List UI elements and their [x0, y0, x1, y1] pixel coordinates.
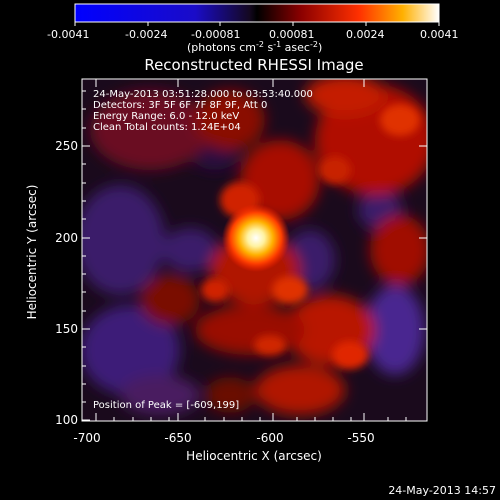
y-tick-label: 150: [55, 322, 78, 336]
colorbar-tick-label: -0.00081: [191, 28, 240, 41]
x-axis-label: Heliocentric X (arcsec): [186, 449, 322, 463]
y-tick-label: 200: [55, 231, 78, 245]
x-tick-label: -700: [73, 431, 100, 445]
x-tick-label: -600: [256, 431, 283, 445]
colorbar: -0.0041 -0.0024 -0.00081 0.00081 0.0024 …: [47, 3, 459, 54]
colorbar-tick-label: 0.00081: [269, 28, 315, 41]
x-axis: [95, 79, 407, 421]
y-axis: [82, 90, 427, 421]
colorbar-tick-label: -0.0024: [125, 28, 167, 41]
colorbar-tick-label: 0.0024: [346, 28, 385, 41]
colorbar-tick-label: -0.0041: [47, 28, 89, 41]
x-tick-label: -650: [164, 431, 191, 445]
colorbar-tick-label: 0.0041: [420, 28, 459, 41]
peak-source: [222, 204, 290, 272]
y-tick-label: 100: [55, 413, 78, 427]
annotation-time: 24-May-2013 03:51:28.000 to 03:53:40.000: [93, 89, 313, 100]
peak-position-label: Position of Peak = [-609,199]: [93, 400, 239, 411]
plot-frame: [81, 78, 428, 422]
annotation-energy: Energy Range: 6.0 - 12.0 keV: [93, 111, 239, 122]
rhessi-image: [82, 79, 427, 421]
y-tick-label: 250: [55, 139, 78, 153]
y-axis-label: Heliocentric Y (arcsec): [25, 185, 39, 320]
footer-timestamp: 24-May-2013 14:57: [388, 484, 496, 497]
annotation-detectors: Detectors: 3F 5F 6F 7F 8F 9F, Att 0: [93, 100, 267, 111]
annotation-clean: Clean Total counts: 1.24E+04: [93, 122, 241, 133]
plot-title: Reconstructed RHESSI Image: [144, 56, 363, 74]
colorbar-units: (photons cm-2 s-1 asec-2): [187, 40, 322, 54]
x-tick-label: -550: [347, 431, 374, 445]
colorbar-gradient: [74, 3, 440, 23]
